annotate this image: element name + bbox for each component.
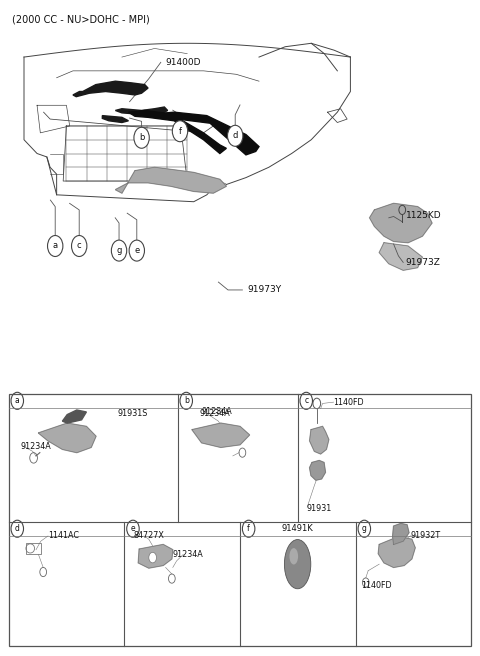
Text: 84727X: 84727X [133,531,164,541]
Circle shape [180,392,192,409]
Text: 91234A: 91234A [202,407,232,417]
Circle shape [172,121,188,142]
Polygon shape [378,537,415,567]
Polygon shape [192,423,250,447]
Circle shape [149,552,156,563]
Polygon shape [38,423,96,453]
Text: (2000 CC - NU>DOHC - MPI): (2000 CC - NU>DOHC - MPI) [12,14,150,24]
Polygon shape [379,243,422,270]
Text: 91932T: 91932T [410,531,441,541]
Polygon shape [115,107,168,115]
Circle shape [358,520,371,537]
Polygon shape [138,544,173,568]
Text: f: f [247,524,250,533]
Text: 91973Z: 91973Z [406,258,441,267]
Circle shape [72,236,87,256]
Polygon shape [310,426,329,454]
Text: 91931: 91931 [306,504,332,513]
Text: d: d [232,131,238,140]
Polygon shape [73,81,148,96]
Circle shape [242,520,255,537]
Text: g: g [362,524,367,533]
Text: e: e [131,524,135,533]
Text: 91234A: 91234A [20,441,51,451]
Circle shape [127,520,139,537]
Polygon shape [393,523,409,544]
Circle shape [300,392,312,409]
Circle shape [11,392,24,409]
Text: a: a [15,396,20,405]
Polygon shape [115,167,227,193]
Text: c: c [304,396,308,405]
Circle shape [129,240,144,261]
Polygon shape [129,110,227,154]
Text: 91491K: 91491K [282,524,314,533]
Text: e: e [134,246,139,255]
Text: 91973Y: 91973Y [247,285,281,295]
Text: b: b [139,133,144,142]
Text: 91931S: 91931S [118,409,148,418]
Polygon shape [310,461,325,480]
Text: 91400D: 91400D [166,58,201,67]
Text: 91234A: 91234A [199,409,230,418]
Text: a: a [53,241,58,251]
Text: 1125KD: 1125KD [406,211,441,220]
Circle shape [228,125,243,146]
Ellipse shape [289,548,298,564]
Text: b: b [184,396,189,405]
Text: c: c [77,241,82,251]
Polygon shape [62,410,86,423]
Text: 1141AC: 1141AC [48,531,79,541]
Polygon shape [370,203,432,243]
Text: 1140FD: 1140FD [361,581,392,590]
Polygon shape [155,112,259,155]
Text: d: d [15,524,20,533]
Circle shape [48,236,63,256]
Polygon shape [102,115,129,123]
Circle shape [11,520,24,537]
Text: 91234A: 91234A [173,550,204,559]
Circle shape [134,127,149,148]
Text: f: f [179,127,181,136]
Text: 1140FD: 1140FD [334,398,364,407]
Bar [9,394,471,646]
Text: g: g [116,246,122,255]
Circle shape [111,240,127,261]
Ellipse shape [284,539,311,589]
